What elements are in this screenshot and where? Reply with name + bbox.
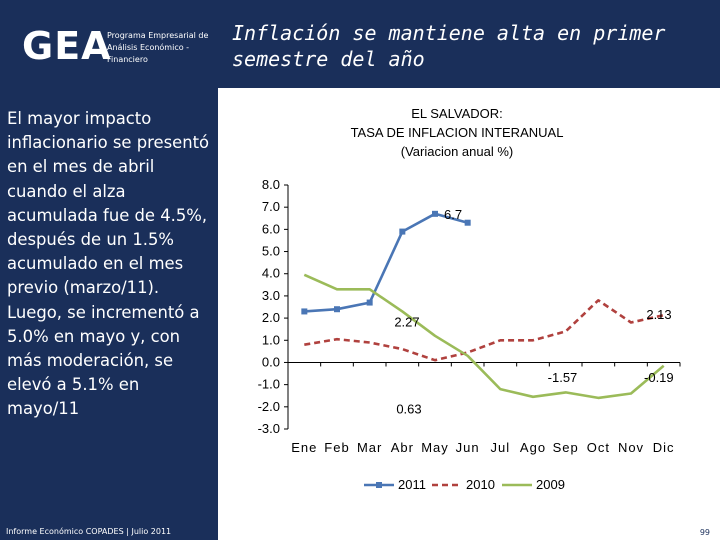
- x-category-label: Jul: [491, 440, 511, 455]
- y-tick-label: 6.0: [262, 221, 280, 236]
- x-category-label: Mar: [357, 440, 382, 455]
- title-bar: [218, 0, 720, 88]
- chart-title-line: (Variacion anual %): [401, 144, 513, 159]
- inflation-line-chart: EL SALVADOR: TASA DE INFLACION INTERANUAL…: [258, 106, 681, 492]
- x-category-label: May: [421, 440, 449, 455]
- series-line-2010: [304, 299, 664, 362]
- y-tick-label: 1.0: [262, 332, 280, 347]
- legend-label-2010: 2010: [466, 477, 495, 492]
- slide-title: Inflación se mantiene alta en primer sem…: [232, 21, 666, 71]
- footer-source: Informe Económico COPADES | Julio 2011: [6, 527, 172, 536]
- x-category-label: Abr: [391, 440, 414, 455]
- legend-marker-2011: [376, 482, 382, 488]
- x-category-label: Nov: [618, 440, 644, 455]
- y-tick-label: -2.0: [258, 399, 280, 414]
- y-tick-label: 2.0: [262, 310, 280, 325]
- y-tick-label: 0.0: [262, 354, 280, 369]
- series-marker-2011: [366, 299, 373, 306]
- y-tick-label: -3.0: [258, 421, 280, 436]
- data-label: -1.57: [548, 370, 578, 385]
- series-marker-2011: [301, 308, 308, 315]
- legend-label-2011: 2011: [398, 477, 426, 492]
- series-line-2011: [304, 212, 469, 313]
- x-category-label: Ene: [291, 440, 317, 455]
- logo-subtitle: Programa Empresarial de Análisis Económi…: [107, 31, 209, 64]
- x-category-label: Ago: [520, 440, 546, 455]
- y-tick-label: 7.0: [262, 199, 280, 214]
- y-tick-label: 3.0: [262, 288, 280, 303]
- sidebar-panel: [0, 0, 218, 540]
- chart-title-line: EL SALVADOR:: [411, 106, 503, 121]
- x-category-label: Sep: [553, 440, 579, 455]
- y-tick-label: 4.0: [262, 266, 280, 281]
- x-category-label: Dic: [653, 440, 675, 455]
- data-label: 2.13: [646, 307, 671, 322]
- gea-logo: GEA: [22, 24, 112, 68]
- series-marker-2011: [432, 210, 438, 217]
- data-label: 6.7: [444, 207, 462, 222]
- y-tick-label: 8.0: [262, 177, 280, 192]
- chart-title-line: TASA DE INFLACION INTERANUAL: [351, 125, 564, 140]
- y-tick-label: -1.0: [258, 377, 280, 392]
- sidebar-description: El mayor impacto inflacionario se presen…: [7, 109, 210, 419]
- data-label: -0.19: [644, 370, 674, 385]
- data-label: 0.63: [396, 401, 421, 416]
- series-marker-2011: [464, 219, 471, 226]
- series-marker-2011: [399, 228, 406, 235]
- y-tick-label: 5.0: [262, 244, 280, 259]
- x-category-label: Jun: [456, 440, 480, 455]
- series-marker-2011: [334, 306, 340, 313]
- page-number: 99: [699, 528, 710, 537]
- series-line-2009: [303, 273, 665, 400]
- x-category-label: Feb: [324, 440, 349, 455]
- x-category-label: Oct: [587, 440, 610, 455]
- data-label: 2.27: [394, 314, 419, 329]
- legend-label-2009: 2009: [536, 477, 565, 492]
